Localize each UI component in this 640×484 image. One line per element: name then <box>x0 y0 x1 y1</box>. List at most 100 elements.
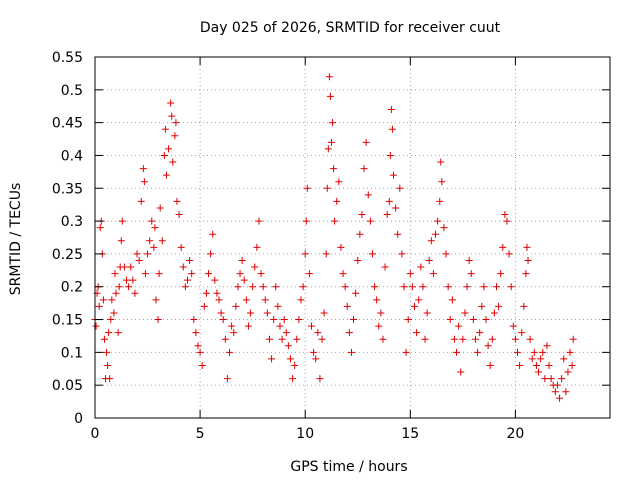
data-point <box>162 171 170 179</box>
data-point <box>417 263 425 271</box>
data-point <box>165 145 173 153</box>
x-tick-label: 20 <box>506 426 524 442</box>
data-point <box>308 322 316 330</box>
data-point <box>291 361 299 369</box>
data-point <box>202 289 210 297</box>
data-point <box>373 296 381 304</box>
data-point <box>539 348 547 356</box>
data-point <box>516 361 524 369</box>
data-point <box>389 171 397 179</box>
data-point <box>501 211 509 219</box>
y-tick-label: 0.4 <box>61 148 83 164</box>
x-tick-label: 15 <box>401 426 419 442</box>
data-point <box>383 211 391 219</box>
data-point <box>453 348 461 356</box>
data-point <box>251 263 259 271</box>
data-point <box>520 302 528 310</box>
data-point <box>144 250 152 258</box>
data-point <box>151 224 159 232</box>
data-point <box>100 335 108 343</box>
data-point <box>562 388 570 396</box>
data-point <box>247 309 255 317</box>
data-point <box>448 296 456 304</box>
data-point <box>117 237 125 245</box>
y-tick-label: 0.3 <box>61 214 83 230</box>
data-point <box>181 283 189 291</box>
data-point <box>471 335 479 343</box>
data-point <box>99 296 107 304</box>
data-point <box>341 283 349 291</box>
data-point <box>272 283 280 291</box>
data-point <box>495 302 503 310</box>
data-point <box>356 230 364 238</box>
data-point <box>106 375 114 383</box>
data-point <box>312 355 320 363</box>
data-point <box>213 289 221 297</box>
y-tick-label: 0.05 <box>52 378 83 394</box>
data-point <box>362 138 370 146</box>
data-point <box>507 283 515 291</box>
data-point <box>155 270 163 278</box>
data-point <box>238 256 246 264</box>
data-point <box>413 329 421 337</box>
data-point <box>566 348 574 356</box>
data-point <box>459 335 467 343</box>
data-point <box>329 119 337 127</box>
data-point <box>522 270 530 278</box>
data-point <box>394 230 402 238</box>
data-point <box>354 256 362 264</box>
data-point <box>490 309 498 317</box>
data-point <box>127 263 135 271</box>
data-point <box>461 309 469 317</box>
grid <box>95 57 610 418</box>
data-point <box>280 316 288 324</box>
data-point <box>408 283 416 291</box>
x-tick-label: 5 <box>196 426 205 442</box>
data-point <box>434 217 442 225</box>
x-axis-label: GPS time / hours <box>290 459 407 475</box>
data-point <box>352 289 360 297</box>
data-point <box>497 270 505 278</box>
data-point <box>190 316 198 324</box>
data-point <box>398 250 406 258</box>
data-point <box>104 361 112 369</box>
data-point <box>261 296 269 304</box>
data-point <box>92 322 100 330</box>
data-point <box>175 211 183 219</box>
data-point <box>333 197 341 205</box>
data-point <box>221 335 229 343</box>
data-point <box>207 250 215 258</box>
data-point <box>482 316 490 324</box>
data-point <box>505 250 513 258</box>
data-point <box>95 302 103 310</box>
data-point <box>509 322 517 330</box>
data-point <box>325 73 333 81</box>
data-point <box>429 270 437 278</box>
data-point <box>474 348 482 356</box>
data-point <box>419 283 427 291</box>
data-point <box>457 368 465 376</box>
axis-ticks: 0 5 10 15 20 0 0.05 0.1 0.15 0.2 0.25 0.3 0.35 0.4 0.4… <box>52 50 610 442</box>
data-point <box>196 348 204 356</box>
data-point <box>293 335 301 343</box>
data-point <box>179 263 187 271</box>
data-point <box>171 132 179 140</box>
data-point <box>263 309 271 317</box>
data-point <box>105 329 113 337</box>
data-point <box>158 237 166 245</box>
data-point <box>556 394 564 402</box>
data-point <box>371 283 379 291</box>
data-point <box>234 283 242 291</box>
data-point <box>436 197 444 205</box>
data-point <box>219 316 227 324</box>
y-tick-label: 0.45 <box>52 116 83 132</box>
data-point <box>320 309 328 317</box>
data-point <box>327 138 335 146</box>
data-point <box>385 197 393 205</box>
data-point <box>364 191 372 199</box>
data-point <box>242 296 250 304</box>
data-point <box>123 276 131 284</box>
data-point <box>194 342 202 350</box>
data-point <box>112 289 120 297</box>
